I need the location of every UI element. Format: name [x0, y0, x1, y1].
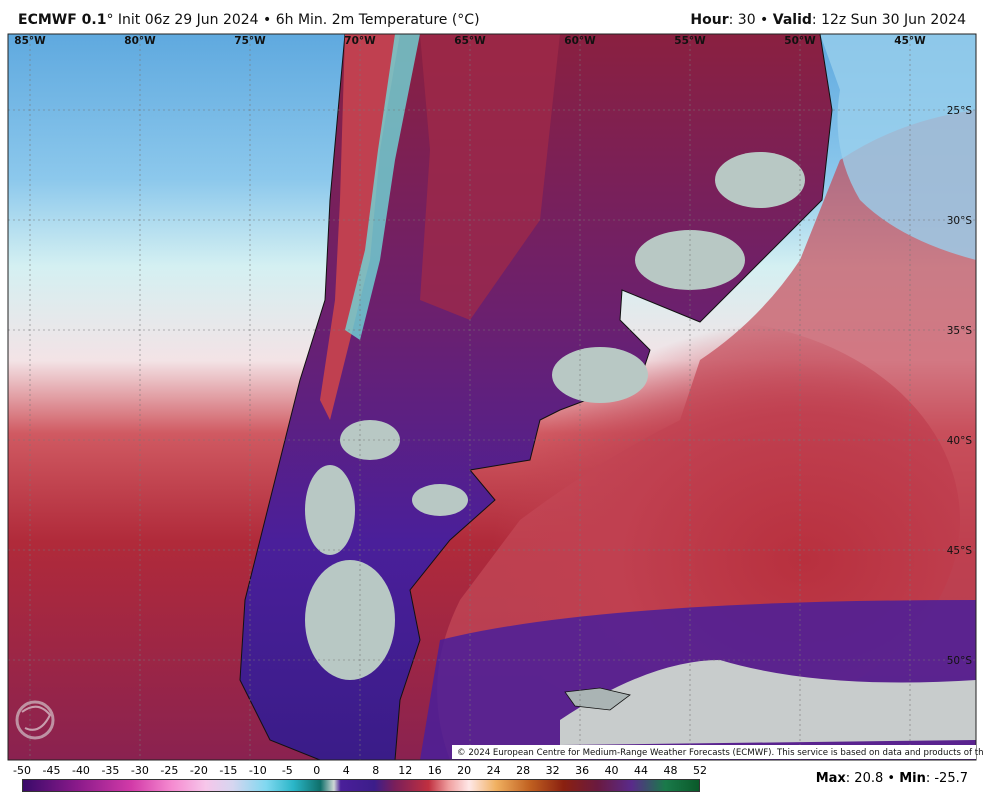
min-value: : -25.7 — [925, 771, 968, 786]
longitude-label: 70°W — [344, 35, 376, 47]
valid-value: : 12z Sun 30 Jun 2024 — [811, 12, 966, 28]
latitude-label: 40°S — [947, 435, 973, 447]
max-value: : 20.8 • — [845, 771, 900, 786]
legend-tick: 44 — [634, 764, 649, 777]
legend-tick: 12 — [398, 764, 413, 777]
cold-patch — [305, 560, 395, 680]
copyright-box — [452, 745, 976, 759]
longitude-label: 85°W — [14, 35, 46, 47]
legend-tick: 52 — [693, 764, 707, 777]
map-frame — [7, 33, 977, 761]
max-min: Max: 20.8 • Min: -25.7 — [816, 771, 968, 786]
legend-tick: 48 — [663, 764, 678, 777]
latitude-label: 45°S — [947, 545, 973, 557]
andes-cold — [345, 34, 420, 340]
hour-value: : 30 • — [728, 12, 773, 28]
cold-patch — [340, 420, 400, 460]
cold-patch — [552, 347, 648, 403]
andes-warm — [320, 34, 400, 420]
min-label: Min — [899, 771, 926, 786]
legend-ticks: -50 -45 -40 -35 -30 -25 -20 -15 -10 -5 0 4 8 12 16 20 24… — [0, 764, 760, 778]
longitude-label: 80°W — [124, 35, 156, 47]
model: ECMWF 0.1 — [18, 12, 107, 28]
legend-tick: -30 — [130, 764, 149, 777]
longitude-label: 45°W — [894, 35, 926, 47]
legend-tick: 16 — [427, 764, 442, 777]
header-left: ECMWF 0.1° Init 06z 29 Jun 2024 • 6h Min… — [18, 12, 480, 28]
legend-tick: 0 — [313, 764, 321, 777]
legend-tick: -35 — [101, 764, 120, 777]
legend-tick: -25 — [160, 764, 179, 777]
legend-tick: 4 — [342, 764, 350, 777]
northwest-warm — [420, 34, 560, 320]
latitude-label: 30°S — [947, 215, 973, 227]
falklands — [564, 687, 631, 711]
longitude-label: 55°W — [674, 35, 706, 47]
cool-water — [820, 34, 976, 260]
description: Init 06z 29 Jun 2024 • 6h Min. 2m Temper… — [117, 12, 480, 28]
legend-tick: -50 — [13, 764, 31, 777]
longitude-label: 50°W — [784, 35, 816, 47]
cold-patch — [305, 465, 355, 555]
legend-tick: -20 — [189, 764, 208, 777]
longitude-label: 60°W — [564, 35, 596, 47]
copyright: © 2024 European Centre for Medium-Range … — [457, 748, 984, 758]
degree: ° — [106, 12, 114, 28]
cold-sea — [560, 660, 976, 745]
latitude-label: 25°S — [947, 105, 973, 117]
longitude-label: 75°W — [234, 35, 266, 47]
cold-patches — [305, 152, 805, 680]
legend-tick: -5 — [281, 764, 293, 777]
max-label: Max — [815, 771, 846, 786]
legend-tick: 28 — [516, 764, 531, 777]
legend-tick: -15 — [219, 764, 238, 777]
valid-label: Valid — [772, 12, 812, 28]
legend-tick: 24 — [486, 764, 501, 777]
logo-swirl — [21, 705, 52, 731]
land — [239, 33, 833, 761]
legend-tick: 40 — [604, 764, 619, 777]
map-area: © 2024 European Centre for Medium-Range … — [7, 33, 984, 761]
header-right: Hour: 30 • Valid: 12z Sun 30 Jun 2024 — [690, 12, 966, 28]
legend-tick: -40 — [71, 764, 90, 777]
legend-tick: -10 — [248, 764, 267, 777]
legend-tick: 8 — [372, 764, 380, 777]
graticule — [8, 34, 976, 760]
cold-patch — [412, 484, 468, 516]
longitude-label: 65°W — [454, 35, 486, 47]
legend-tick: 36 — [575, 764, 590, 777]
legend-tick: 20 — [457, 764, 472, 777]
logo-swirl — [15, 700, 55, 740]
latitude-label: 35°S — [947, 325, 973, 337]
cold-patch — [715, 152, 805, 208]
colorbar — [22, 779, 700, 792]
latitude-label: 50°S — [947, 655, 973, 667]
legend-tick: 32 — [545, 764, 560, 777]
legend-tick: -45 — [42, 764, 61, 777]
hour-label: Hour — [690, 12, 729, 28]
logo — [15, 700, 55, 740]
